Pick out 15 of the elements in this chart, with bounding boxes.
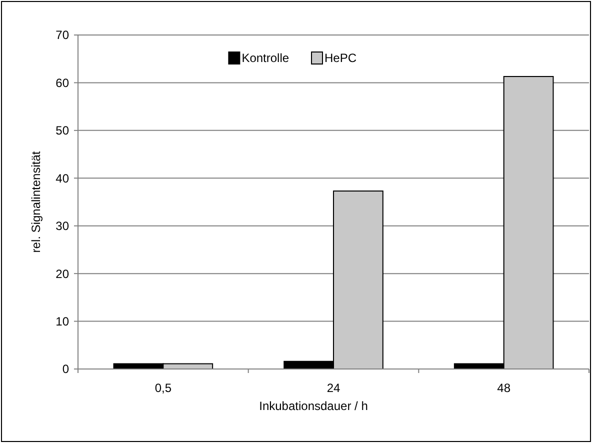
legend-label: Kontrolle — [242, 51, 290, 66]
y-tick-label: 60 — [56, 76, 70, 90]
y-tick-label: 30 — [56, 219, 70, 234]
y-tick-label: 20 — [56, 266, 70, 281]
y-tick-label: 0 — [62, 362, 70, 376]
x-tick-label: 48 — [497, 381, 511, 395]
x-tick-label: 24 — [326, 381, 340, 395]
x-tick-label: 0,5 — [154, 381, 172, 395]
x-axis-title: Inkubationsdauer / h — [259, 399, 368, 413]
y-tick-label: 50 — [56, 124, 70, 138]
y-tick-label: 40 — [56, 171, 70, 186]
y-axis-title: rel. Signalintensität — [29, 150, 43, 253]
y-tick-label: 70 — [56, 28, 70, 42]
legend-label: HePC — [324, 51, 357, 66]
y-tick-label: 10 — [56, 314, 70, 328]
